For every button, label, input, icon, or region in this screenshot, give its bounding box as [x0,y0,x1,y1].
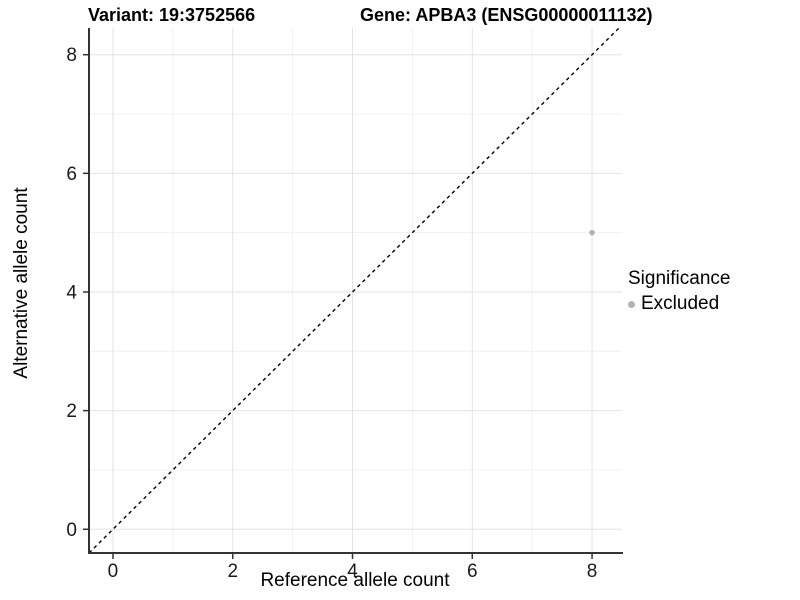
x-tick-label: 2 [227,561,238,582]
legend-point-icon [628,300,635,308]
identity-reference-line [88,27,620,554]
legend: Significance Excluded [628,268,730,315]
x-tick-label: 0 [108,561,119,582]
legend-title: Significance [628,268,731,289]
plot-title-gene: Gene: APBA3 (ENSG00000011132) [360,5,653,25]
data-point [589,229,595,236]
x-tick-label: 4 [347,561,358,582]
x-tick-label: 8 [587,561,598,582]
y-tick-label: 8 [66,45,77,66]
y-tick-label: 0 [66,520,77,541]
x-tick-label: 6 [467,561,478,582]
y-tick-label: 2 [66,401,77,422]
x-axis-title: Reference allele count [260,570,450,591]
y-axis-title: Alternative allele count [11,187,32,379]
y-tick-label: 4 [66,282,77,303]
legend-item-excluded: Excluded [628,293,730,315]
y-tick-label: 6 [66,164,77,185]
plot-title-variant: Variant: 19:3752566 [88,5,256,25]
legend-item-label: Excluded [641,293,720,314]
